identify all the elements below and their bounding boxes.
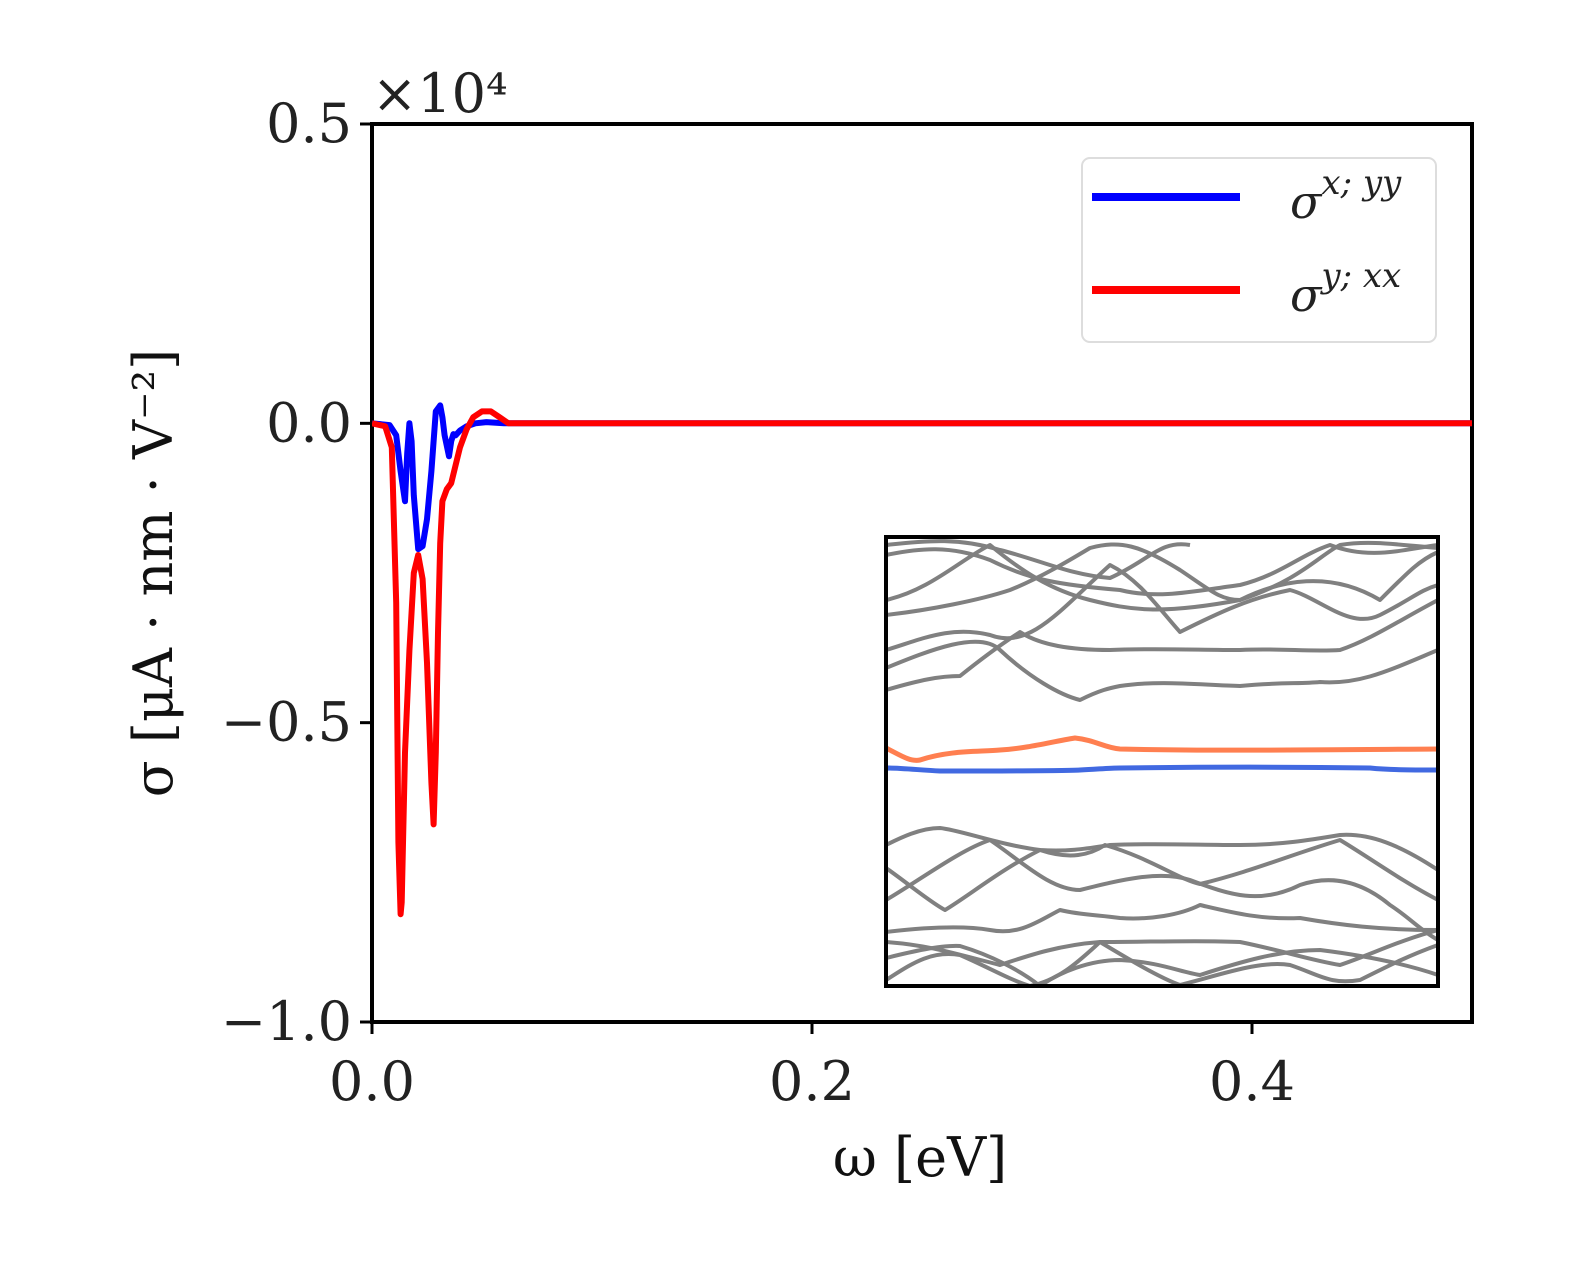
legend-label-x-yy: σx; yy <box>1290 163 1402 229</box>
inset-background <box>886 537 1438 986</box>
inset-band-conduction-highlight <box>886 735 1438 763</box>
inset-frame <box>884 535 1440 988</box>
inset-band-lower-6 <box>886 943 1438 986</box>
inset-band-upper-3 <box>886 540 1438 612</box>
y-tick-label: 0.5 <box>266 92 352 155</box>
x-tick-label: 0.4 <box>1209 1050 1295 1113</box>
y-tick-label: −1.0 <box>221 990 352 1053</box>
inset-band-valence-highlight <box>886 764 1438 774</box>
inset-band-upper-7 <box>886 639 1438 702</box>
inset-band-upper-2 <box>886 543 1438 597</box>
inset-band-lower-7 <box>886 940 1438 986</box>
inset-band-upper-5 <box>886 563 1438 652</box>
x-tick-label: 0.0 <box>329 1050 415 1113</box>
series-line-1 <box>372 408 1472 918</box>
y-multiplier-label: ×10⁴ <box>372 62 508 125</box>
inset-band-upper-6 <box>886 598 1438 692</box>
x-tick-label: 0.2 <box>769 1050 855 1113</box>
legend: σx; yy σy; xx <box>1081 157 1437 343</box>
band-structure-inset <box>884 535 1440 988</box>
y-tick-label: 0.0 <box>266 391 352 454</box>
inset-band-lower-2 <box>886 838 1438 912</box>
inset-band-upper-4 <box>886 542 1438 617</box>
legend-label-y-xx: σy; xx <box>1290 256 1401 322</box>
y-tick-label: −0.5 <box>221 691 352 754</box>
series-layer <box>372 402 1472 918</box>
y-axis-label: σ [μA · nm · V⁻²] <box>122 349 185 797</box>
x-axis-label: ω [eV] <box>833 1126 1007 1189</box>
inset-band-lower-5 <box>886 928 1438 967</box>
inset-band-lower-4 <box>886 903 1438 934</box>
inset-band-lower-3 <box>886 838 1438 942</box>
legend-box <box>1081 157 1437 343</box>
axis-ticks: 0.0 0.2 0.4 −1.0 −0.5 0.0 0.5 <box>221 92 1295 1113</box>
inset-band-lower-1 <box>886 826 1438 872</box>
